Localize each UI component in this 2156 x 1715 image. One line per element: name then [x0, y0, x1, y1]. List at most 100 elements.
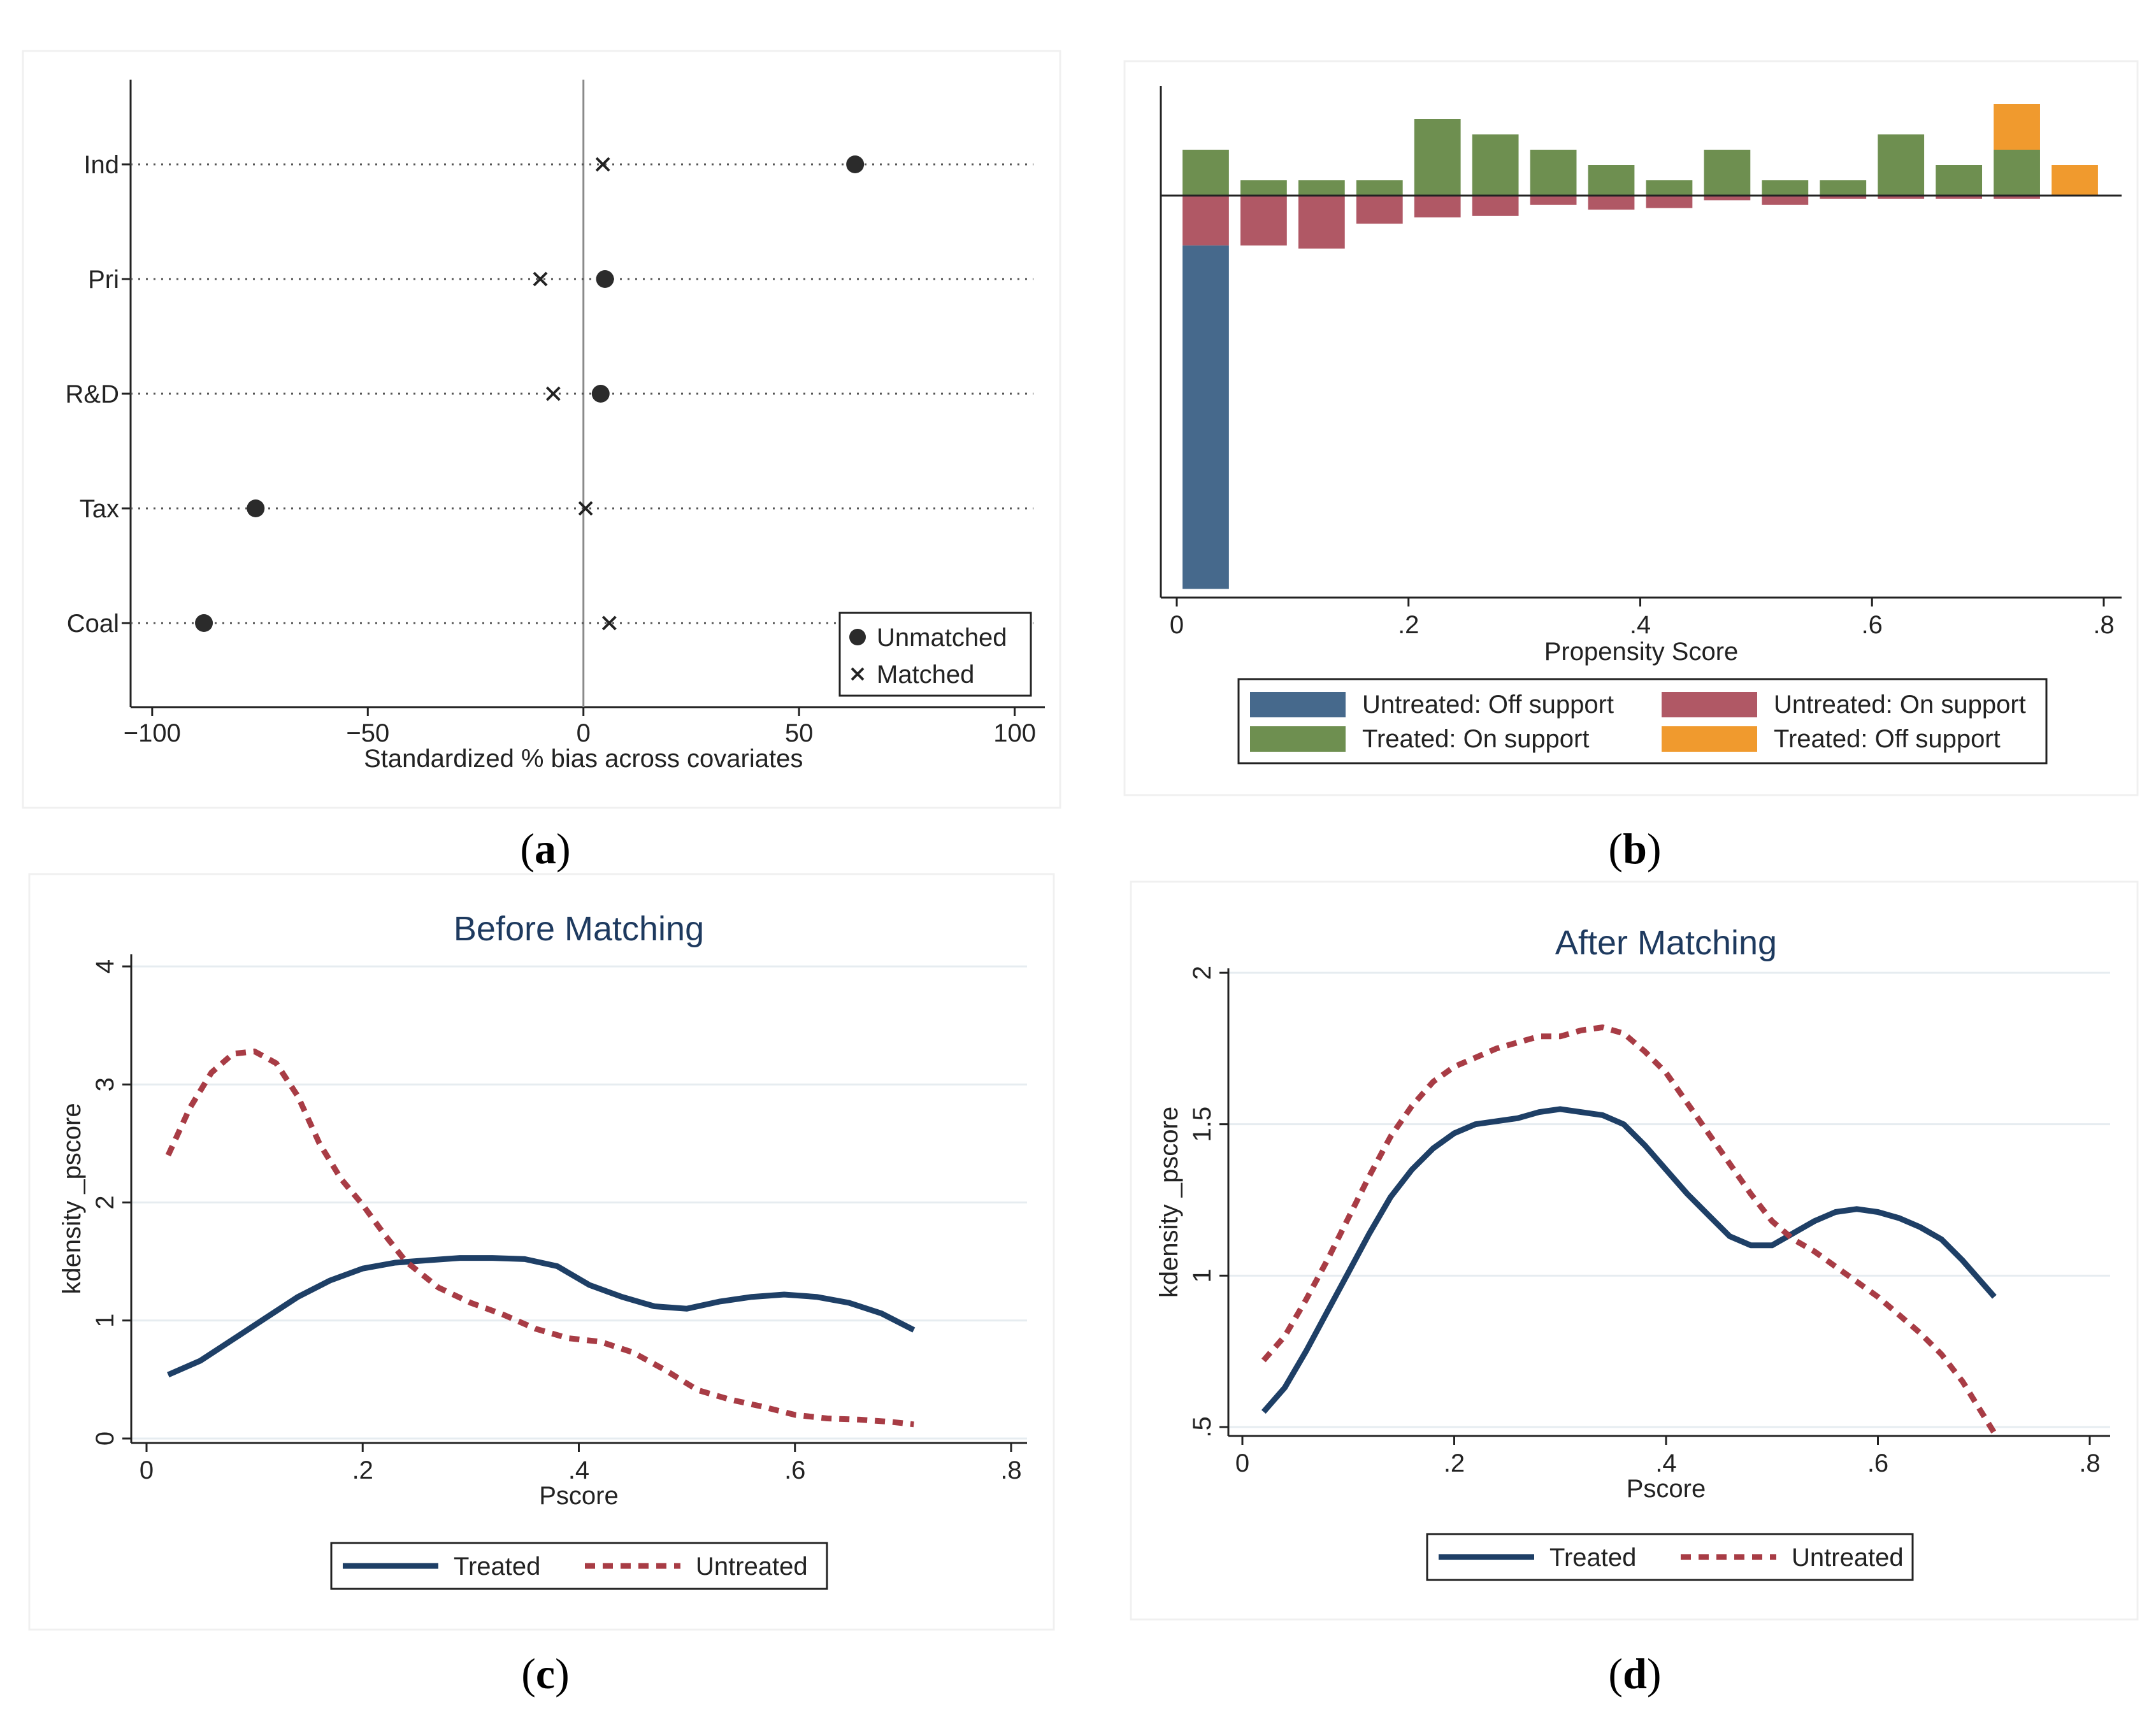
b-legend-label: Treated: Off support: [1774, 725, 2001, 753]
a-matched-point: [533, 271, 548, 287]
a-category-label: R&D: [66, 380, 119, 408]
d-x-axis-label: Pscore: [1627, 1475, 1706, 1503]
c-y-tick-label: 1: [91, 1314, 119, 1328]
panel-c-before-matching-density: Before Matching 0 1 2 3 4 0 .2 .4 .6 .8 Pscore kdens…: [58, 910, 1027, 1590]
a-category-label: Ind: [83, 151, 119, 179]
a-matched-point: [578, 501, 593, 516]
b-bar-untreated-on-support: [1878, 196, 1925, 199]
panel-c-background: [28, 873, 1055, 1631]
panel-d-background: [1130, 880, 2139, 1621]
b-legend-label: Treated: On support: [1362, 725, 1589, 753]
panel-d-after-matching-density: After Matching .5 1 1.5 2 0 .2 .4 .6 .8 Pscore kden…: [1155, 924, 2110, 1581]
d-y-tick-label: 1.5: [1188, 1107, 1216, 1142]
caption-a: (a): [520, 824, 570, 873]
c-untreated-line: [165, 1048, 914, 1428]
b-x-axis-label: Propensity Score: [1544, 638, 1739, 666]
b-legend: [1237, 678, 2048, 764]
a-category-label: Tax: [80, 495, 119, 523]
d-y-tick-label: 1: [1188, 1268, 1216, 1282]
c-legend-untreated-label: Untreated: [696, 1553, 808, 1581]
b-legend-swatch: [1250, 692, 1346, 717]
d-y-tick-label: .5: [1188, 1416, 1216, 1437]
b-bar-untreated-on-support: [1356, 196, 1403, 224]
c-x-tick-label: .2: [352, 1456, 373, 1484]
b-bar-untreated-off-support: [1182, 245, 1229, 589]
b-bar-treated-on-support: [1820, 180, 1867, 196]
a-unmatched-point: [247, 499, 265, 517]
b-bar-untreated-on-support: [1182, 196, 1229, 246]
b-x-tick-label: .2: [1398, 611, 1419, 639]
d-treated-line: [1261, 1106, 1997, 1414]
c-x-tick-label: .4: [568, 1456, 589, 1484]
b-bar-untreated-on-support: [1472, 196, 1519, 216]
b-bar-treated-off-support: [1994, 104, 2040, 150]
b-x-tick-label: .8: [2093, 611, 2114, 639]
d-x-tick-label: .4: [1655, 1449, 1676, 1477]
a-category-label: Pri: [88, 266, 119, 294]
d-x-tick-label: .2: [1444, 1449, 1465, 1477]
a-matched-point: [545, 386, 561, 401]
d-legend-untreated-label: Untreated: [1792, 1544, 1904, 1572]
a-legend-dot-icon: [849, 629, 866, 645]
b-bar-untreated-on-support: [1820, 196, 1867, 199]
b-bar-treated-on-support: [1994, 150, 2040, 196]
a-x-tick-label: −50: [346, 719, 389, 747]
d-x-tick-label: .6: [1867, 1449, 1888, 1477]
caption-d-letter: d: [1623, 1649, 1647, 1698]
b-bar-untreated-on-support: [1762, 196, 1809, 205]
a-legend-x-icon: [851, 667, 865, 681]
b-x-tick-label: .6: [1862, 611, 1883, 639]
caption-b: (b): [1608, 824, 1661, 873]
a-unmatched-point: [195, 614, 213, 632]
c-y-tick-label: 4: [91, 959, 119, 973]
b-bar-untreated-on-support: [1646, 196, 1693, 208]
b-x-tick-label: 0: [1170, 611, 1184, 639]
d-title: After Matching: [1555, 924, 1777, 962]
c-legend-treated-label: Treated: [454, 1553, 540, 1581]
caption-d: (d): [1608, 1649, 1661, 1698]
a-unmatched-point: [591, 385, 610, 403]
b-bar-treated-on-support: [1240, 180, 1287, 196]
d-y-tick-label: 2: [1188, 966, 1216, 980]
c-x-tick-label: .6: [784, 1456, 805, 1484]
b-bar-untreated-on-support: [1704, 196, 1751, 201]
d-untreated-line: [1261, 1024, 1997, 1435]
c-y-tick-label: 2: [91, 1195, 119, 1209]
a-x-tick-label: 50: [785, 719, 814, 747]
b-legend-label: Untreated: On support: [1774, 691, 2026, 719]
a-legend-matched-label: Matched: [877, 661, 974, 689]
panel-b-propensity-histogram: 0 .2 .4 .6 .8 Propensity Score Untreated: Off …: [1160, 86, 2122, 764]
b-bar-untreated-on-support: [1298, 196, 1345, 249]
a-matched-point: [595, 157, 610, 172]
d-legend-treated-label: Treated: [1549, 1544, 1636, 1572]
b-bar-treated-on-support: [1182, 150, 1229, 196]
d-x-tick-label: .8: [2079, 1449, 2100, 1477]
c-x-axis-label: Pscore: [539, 1482, 619, 1510]
caption-a-letter: a: [535, 824, 556, 873]
b-bar-untreated-on-support: [1530, 196, 1577, 205]
c-y-tick-label: 3: [91, 1077, 119, 1091]
b-bar-treated-on-support: [1936, 165, 1983, 196]
d-y-axis-label: kdensity _pscore: [1155, 1107, 1183, 1298]
a-unmatched-point: [846, 155, 865, 173]
panel-a-balance-plot: Ind Pri R&D Tax Coal −100 −50 0 50 100 Standardize…: [66, 80, 1045, 773]
a-category-label: Coal: [67, 610, 119, 638]
c-title: Before Matching: [454, 910, 704, 948]
a-legend: [838, 612, 1032, 697]
a-unmatched-point: [596, 270, 614, 288]
c-treated-line: [167, 1255, 916, 1378]
b-legend-swatch: [1250, 726, 1346, 752]
b-bar-untreated-on-support: [1936, 196, 1983, 199]
a-x-tick-label: −100: [124, 719, 181, 747]
b-bar-treated-on-support: [1588, 165, 1635, 196]
caption-c: (c): [521, 1649, 570, 1698]
b-bar-untreated-on-support: [1994, 196, 2040, 199]
caption-b-letter: b: [1623, 824, 1647, 873]
b-bar-treated-on-support: [1356, 180, 1403, 196]
c-x-tick-label: 0: [140, 1456, 154, 1484]
b-x-tick-label: .4: [1630, 611, 1651, 639]
b-legend-swatch: [1662, 692, 1757, 717]
c-y-tick-label: 0: [91, 1432, 119, 1446]
b-bar-treated-on-support: [1878, 134, 1925, 196]
